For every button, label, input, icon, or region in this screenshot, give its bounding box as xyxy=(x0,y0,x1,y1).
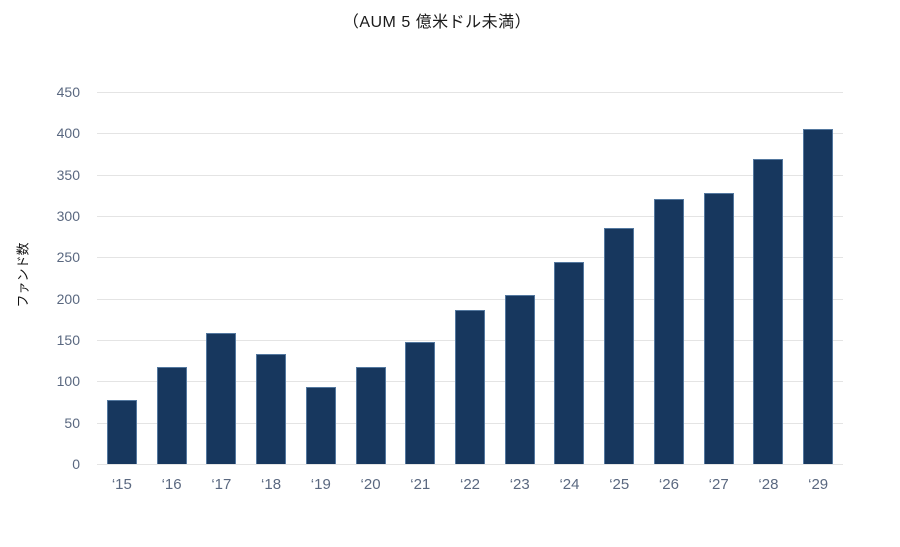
chart-title: （AUM 5 億米ドル未満） xyxy=(342,14,532,31)
plot-area xyxy=(97,92,843,465)
bar-column xyxy=(395,92,445,464)
gridline xyxy=(97,298,843,300)
gridline xyxy=(97,464,843,465)
bar-column xyxy=(793,92,843,464)
y-tick-label: 50 xyxy=(64,414,80,431)
x-tick-label: ‘27 xyxy=(708,476,729,493)
bar xyxy=(504,294,535,464)
bar xyxy=(305,387,336,464)
bar xyxy=(405,341,436,464)
y-tick-label: 450 xyxy=(56,84,80,100)
bar xyxy=(256,354,287,464)
bar-column xyxy=(594,92,644,464)
bar xyxy=(803,129,834,464)
gridline xyxy=(97,92,843,93)
x-tick-label: ‘24 xyxy=(559,476,580,493)
gridline xyxy=(97,133,843,135)
bar-column xyxy=(97,92,147,464)
bar xyxy=(703,192,734,464)
bar-column xyxy=(545,92,595,464)
bar xyxy=(554,262,585,464)
x-tick-label: ‘26 xyxy=(658,476,679,493)
x-tick-label: ‘28 xyxy=(758,476,779,493)
bar xyxy=(355,367,386,464)
bar-column xyxy=(694,92,744,464)
bar xyxy=(753,158,784,464)
y-tick-label: 100 xyxy=(56,373,80,390)
y-tick-label: 350 xyxy=(56,166,80,183)
y-tick-label: 150 xyxy=(56,332,80,348)
x-tick-label: ‘20 xyxy=(360,476,381,493)
x-axis-tick-labels: ‘15 ‘16 ‘17 ‘18 ‘19 ‘20 ‘21 ‘22 ‘23 ‘24 ‘25 ‘26 ‘27 ‘… xyxy=(97,476,843,493)
bar-column xyxy=(196,92,246,464)
gridline xyxy=(97,174,843,176)
x-tick-label: ‘18 xyxy=(261,476,282,493)
x-tick-label: ‘25 xyxy=(609,476,630,493)
x-tick-label: ‘15 xyxy=(111,476,132,493)
x-tick-label: ‘16 xyxy=(161,476,182,493)
x-tick-label: ‘23 xyxy=(509,476,530,493)
bar-column xyxy=(296,92,346,464)
bar xyxy=(653,198,684,464)
x-tick-label: ‘21 xyxy=(410,476,431,493)
bar xyxy=(206,333,237,464)
y-axis-tick-labels: 0 50 100 150 200 250 300 350 400 450 xyxy=(0,84,80,472)
x-tick-label: ‘29 xyxy=(808,476,829,493)
y-tick-label: 200 xyxy=(56,290,80,307)
bar-column xyxy=(644,92,694,464)
gridline xyxy=(97,257,843,259)
y-tick-label: 400 xyxy=(56,125,80,142)
bars-container xyxy=(97,92,843,464)
bar-column xyxy=(246,92,296,464)
y-tick-label: 0 xyxy=(72,456,80,472)
bar xyxy=(455,310,485,464)
bar-column xyxy=(744,92,794,464)
bar xyxy=(106,400,137,464)
y-tick-label: 300 xyxy=(56,208,80,224)
bar-column xyxy=(495,92,545,464)
bar-column xyxy=(445,92,495,464)
y-tick-label: 250 xyxy=(56,249,80,266)
x-tick-label: ‘17 xyxy=(211,476,232,493)
x-tick-label: ‘19 xyxy=(310,476,331,493)
x-tick-label: ‘22 xyxy=(459,476,481,493)
bar-column xyxy=(147,92,197,464)
gridline xyxy=(97,216,843,217)
bar xyxy=(156,367,187,464)
bar-column xyxy=(346,92,396,464)
bar xyxy=(604,228,635,464)
